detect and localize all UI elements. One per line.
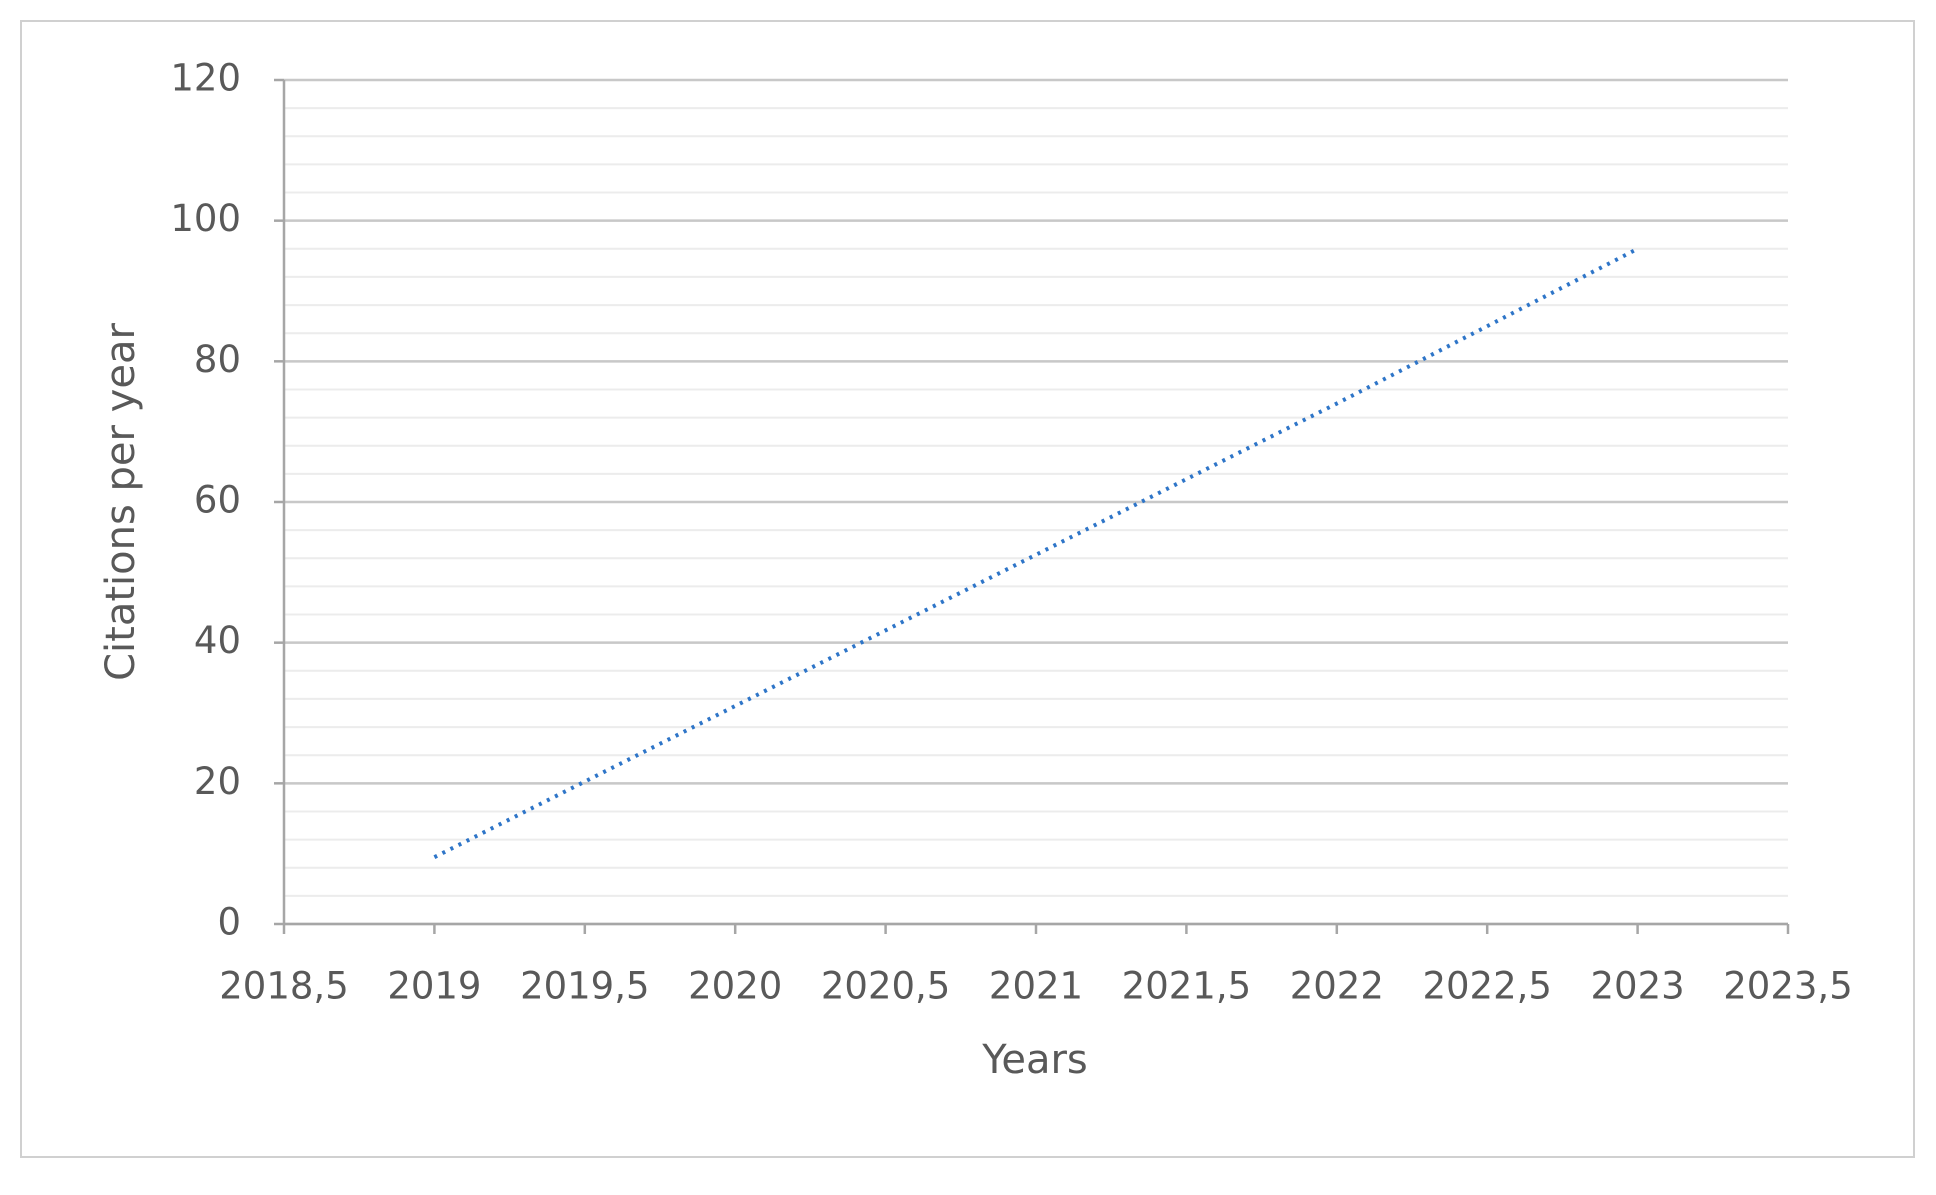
grid (284, 78, 1788, 926)
y-axis-title: Citations per year (98, 323, 144, 681)
x-tick-label: 2020,5 (821, 965, 950, 1008)
x-tick-label: 2019 (387, 965, 481, 1008)
axes: 0 20 40 60 80 100 120 2018,5 2019 2019,5 2020 2020,… (170, 57, 1852, 1008)
x-tick-label: 2019,5 (520, 965, 649, 1008)
y-tick-label: 0 (217, 901, 241, 944)
x-tick-label: 2022 (1290, 965, 1384, 1008)
y-tick-label: 60 (194, 479, 241, 522)
x-tick-label: 2020 (688, 965, 782, 1008)
x-tick-label: 2023 (1591, 965, 1685, 1008)
y-tick-label: 40 (194, 619, 241, 662)
y-tick-label: 120 (170, 57, 241, 100)
x-tick-label: 2021,5 (1122, 965, 1251, 1008)
x-tick-label: 2023,5 (1723, 965, 1852, 1008)
x-tick-label: 2021 (989, 965, 1083, 1008)
y-tick-label: 100 (170, 197, 241, 240)
y-tick-label: 20 (194, 760, 241, 803)
x-tick-label: 2018,5 (219, 965, 348, 1008)
x-tick-label: 2022,5 (1422, 965, 1551, 1008)
y-tick-label: 80 (194, 338, 241, 381)
x-axis-title: Years (981, 1037, 1088, 1083)
